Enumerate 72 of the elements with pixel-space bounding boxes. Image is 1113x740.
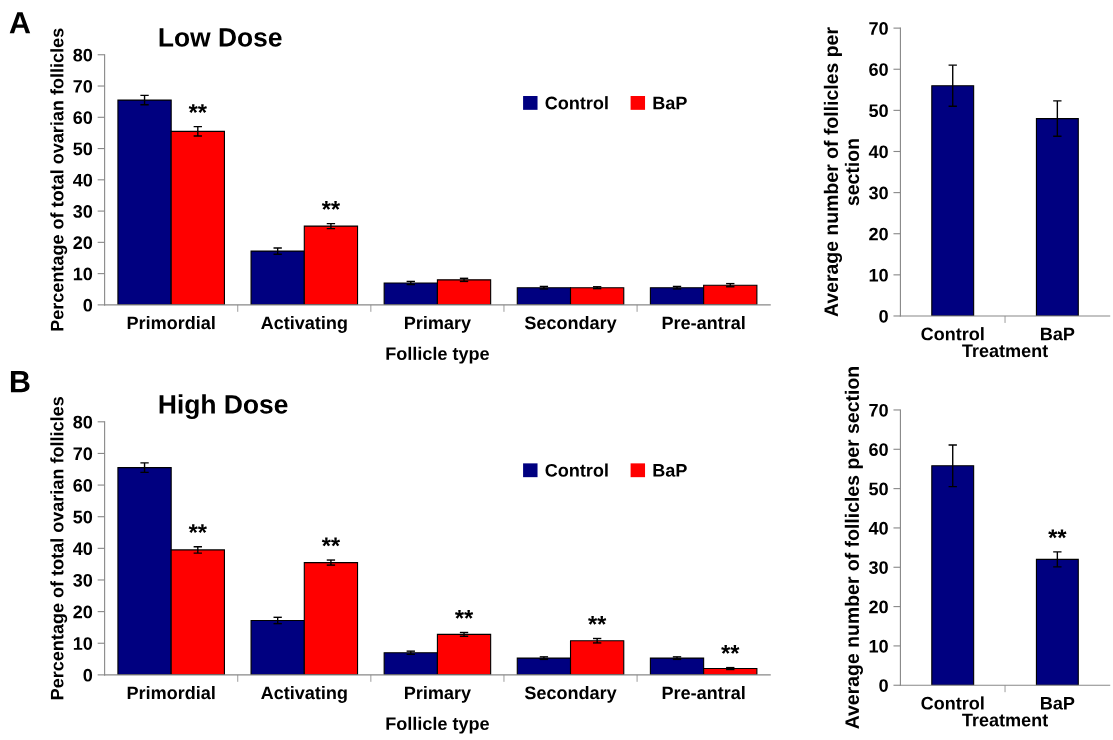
x-axis-title: Treatment [962,344,1048,358]
x-tick-label: Primary [404,315,471,333]
y-tick-label: 40 [868,521,888,535]
y-tick-label: 20 [869,227,888,241]
annotation: ** [721,645,740,654]
y-tick-label: 40 [868,145,888,159]
y-axis-title: Average number of follicles per section [844,367,863,729]
y-tick-label: 20 [73,236,93,250]
x-tick-label: Primordial [127,685,215,700]
annotation: ** [588,615,607,625]
y-tick-label: 10 [869,268,888,282]
x-tick-label: BaP [1041,327,1075,341]
x-tick-label: Primary [404,685,471,703]
legend-label: BaP [653,464,687,477]
x-tick-label: Secondary [524,315,617,333]
annotation: ** [1048,529,1067,539]
y-axis-title: Percentage of total ovarian follicles [50,397,68,700]
y-tick-label: 30 [868,561,888,575]
y-tick-label: 10 [869,639,888,653]
x-tick-label: Secondary [524,685,617,703]
chart-title: Low Dose [159,28,282,47]
x-axis-title: Follicle type [386,716,489,734]
y-tick-label: 0 [879,679,888,692]
text: B [10,371,30,393]
y-tick-label: 70 [73,79,93,93]
x-tick-label: Primordial [127,315,215,330]
legend-label: Control [545,96,608,110]
y-tick-label: 10 [73,637,93,650]
y-tick-label: 70 [869,403,888,417]
y-tick-label: 50 [869,104,888,118]
y-tick-label: 80 [73,48,93,62]
y-tick-label: 30 [73,205,93,218]
y-axis-title: Percentage of total ovarian follicles [50,28,68,331]
y-tick-label: 20 [869,600,888,614]
annotation: ** [321,201,341,210]
x-tick-label: Pre-antral [662,315,745,330]
legend-label: Control [545,463,608,477]
text: A [9,12,31,34]
y-tick-label: 50 [869,482,888,496]
y-tick-label: 70 [869,22,888,35]
y-tick-label: 50 [73,510,93,524]
y-tick-label: 20 [73,605,93,619]
x-axis-title: Treatment [962,713,1048,727]
x-tick-label: Activating [261,685,347,703]
x-axis-title: Follicle type [386,346,489,364]
y-tick-label: 0 [879,309,888,323]
y-tick-label: 60 [869,443,888,457]
y-tick-label: 0 [83,668,93,682]
chart-title: High Dose [159,394,288,420]
y-tick-label: 60 [73,111,93,125]
y-tick-label: 0 [83,298,93,312]
y-tick-label: 60 [869,63,888,76]
x-tick-label: Pre-antral [662,685,745,700]
y-tick-label: 50 [73,142,93,156]
annotation: ** [188,104,207,113]
y-tick-label: 30 [73,573,93,587]
annotation: ** [454,609,474,619]
y-tick-label: 80 [73,415,93,429]
x-tick-label: Activating [261,315,347,333]
x-tick-label: Control [921,696,984,710]
y-tick-label: 60 [73,479,93,492]
x-tick-label: Control [921,327,984,341]
annotation: ** [188,524,207,534]
y-tick-label: 10 [73,267,93,281]
annotation: ** [321,537,341,547]
legend-label: BaP [653,96,687,110]
y-tick-label: 30 [868,186,888,200]
y-tick-label: 40 [73,173,93,187]
y-axis-title: Average number of follicles per section [823,27,860,317]
y-tick-label: 40 [73,542,93,556]
y-tick-label: 70 [73,447,93,461]
x-tick-label: BaP [1041,697,1075,710]
